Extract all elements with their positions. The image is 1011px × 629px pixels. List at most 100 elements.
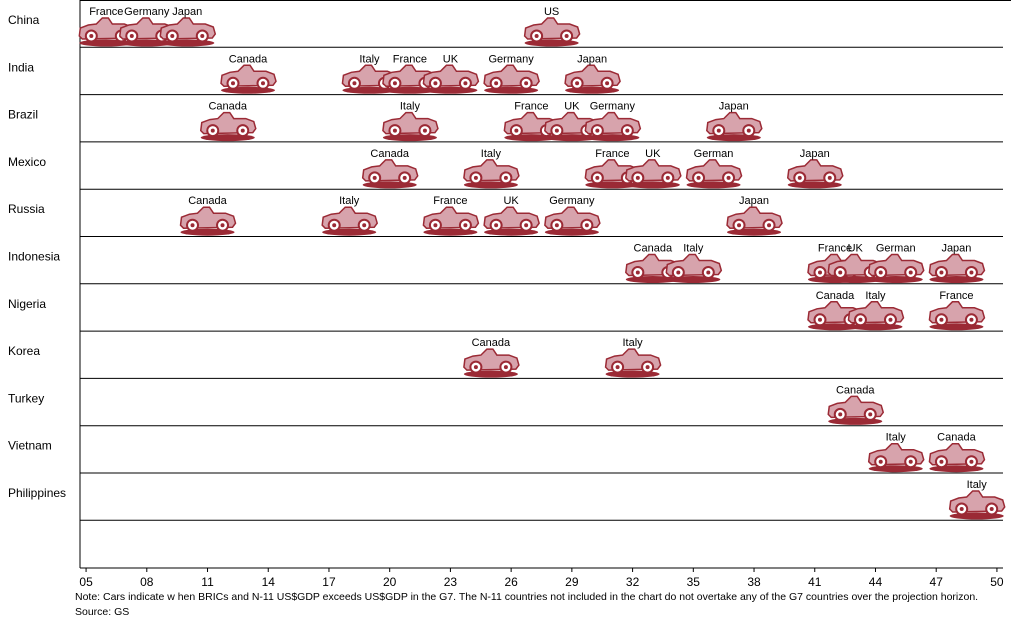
car-label: Italy: [400, 101, 421, 113]
car-label: Italy: [886, 432, 907, 444]
car-hub: [524, 81, 529, 86]
car-hub: [402, 175, 407, 180]
car: [867, 253, 925, 283]
car-hub: [575, 81, 580, 86]
car-hub: [838, 412, 843, 417]
car-label: Germany: [549, 195, 595, 207]
car-hub: [605, 81, 610, 86]
car: [726, 206, 783, 236]
car-hub: [372, 175, 377, 180]
car-hub: [888, 317, 893, 322]
car-hub: [392, 81, 397, 86]
car: [786, 159, 844, 189]
row-label: Indonesia: [8, 250, 60, 264]
car: [706, 111, 763, 142]
car-label: Italy: [622, 337, 643, 349]
car-label: US: [544, 6, 559, 18]
car-hub: [645, 365, 650, 370]
car: [928, 253, 986, 283]
car: [483, 64, 540, 94]
car-hub: [665, 175, 670, 180]
car-hub: [726, 175, 731, 180]
car-label: Canada: [836, 384, 875, 396]
car-hub: [969, 317, 974, 322]
car: [584, 111, 642, 142]
x-tick-label: 05: [79, 575, 93, 589]
car-label: Canada: [816, 290, 855, 302]
x-tick-label: 23: [444, 575, 458, 589]
car-hub: [534, 34, 539, 38]
car-hub: [494, 223, 499, 228]
car-hub: [625, 128, 630, 133]
x-tick-label: 14: [262, 575, 276, 589]
car-label: UK: [564, 101, 580, 113]
car-label: Germany: [124, 6, 170, 18]
car-hub: [595, 175, 600, 180]
car-label: Canada: [937, 432, 976, 444]
x-tick-label: 08: [140, 575, 154, 589]
car-hub: [959, 507, 964, 511]
x-tick-label: 35: [687, 575, 701, 589]
row-label: Russia: [8, 202, 45, 216]
car-hub: [969, 459, 974, 464]
x-tick-label: 17: [322, 575, 336, 589]
car-hub: [422, 128, 427, 133]
car-hub: [89, 34, 94, 38]
car-hub: [868, 412, 873, 417]
car: [463, 159, 520, 189]
car-hub: [524, 223, 529, 228]
car: [604, 348, 662, 378]
car-hub: [989, 507, 994, 511]
x-tick-label: 29: [565, 575, 579, 589]
car-hub: [392, 128, 397, 133]
car-label: UK: [848, 243, 864, 255]
x-tick-label: 32: [626, 575, 640, 589]
car-hub: [200, 34, 205, 38]
car-hub: [352, 81, 357, 86]
row-label: Korea: [8, 344, 40, 358]
row-label: Nigeria: [8, 297, 46, 311]
row-label: Philippines: [8, 486, 66, 500]
car: [948, 490, 1006, 520]
car-hub: [554, 128, 559, 133]
car: [422, 64, 480, 94]
row-label: Mexico: [8, 155, 46, 169]
car-hub: [635, 175, 640, 180]
car: [159, 17, 217, 47]
car-hub: [737, 223, 742, 228]
car: [847, 301, 905, 331]
car-hub: [838, 270, 843, 275]
car: [685, 159, 743, 189]
car-label: Japan: [172, 6, 202, 18]
car-hub: [433, 81, 438, 86]
car-label: Canada: [208, 101, 247, 113]
car-hub: [362, 223, 367, 228]
car-hub: [716, 128, 721, 133]
car-hub: [827, 175, 832, 180]
car: [422, 206, 480, 236]
car-hub: [797, 175, 802, 180]
car-hub: [939, 270, 944, 275]
car-label: Japan: [577, 53, 607, 65]
car-label: Germany: [489, 53, 535, 65]
car: [382, 111, 439, 142]
car-hub: [767, 223, 772, 228]
car-hub: [908, 459, 913, 464]
car: [220, 64, 277, 94]
car-label: Italy: [481, 148, 502, 160]
x-tick-label: 11: [201, 575, 214, 589]
car-label: Italy: [865, 290, 886, 302]
car: [199, 111, 257, 142]
car-label: Japan: [719, 101, 749, 113]
car-label: Germany: [590, 101, 636, 113]
car-label: Canada: [472, 337, 511, 349]
car-hub: [503, 175, 508, 180]
car-label: Italy: [339, 195, 360, 207]
car-hub: [463, 223, 468, 228]
car-hub: [615, 365, 620, 370]
chart: 05 08 11 14 17 20 23 26 29 32 35 38 41 44 47 50 China Fra…: [8, 0, 1011, 589]
car: [544, 206, 601, 236]
car-hub: [908, 270, 913, 275]
car-label: Italy: [359, 53, 380, 65]
car-hub: [514, 128, 519, 133]
